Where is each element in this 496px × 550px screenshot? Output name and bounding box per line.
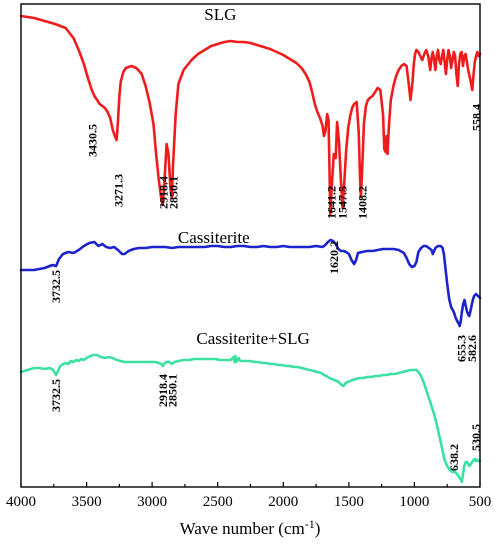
x-axis-title-sup: -1 [305, 517, 315, 531]
plot-frame [20, 3, 481, 488]
x-axis-title-main: Wave number (cm [180, 519, 305, 538]
series-label-slg: SLG [204, 5, 236, 24]
series-label-cassiterite: Cassiterite [178, 228, 250, 247]
series-line-cassiterite-slg [19, 353, 482, 484]
series-line-slg [19, 14, 482, 216]
peak-label-slg: 1408.2 [356, 186, 370, 219]
peak-label-slg: 1547.5 [336, 186, 350, 219]
peak-label-cassiterite: 1620.2 [327, 241, 341, 274]
x-tick-label: 3500 [72, 494, 102, 510]
peak-label-slg: 2918.4 [157, 176, 171, 209]
x-tick-label: 500 [469, 494, 492, 510]
x-tick-label: 1500 [334, 494, 364, 510]
chart-curves [19, 14, 482, 484]
x-axis-title-tail: ) [315, 519, 321, 538]
series-labels: SLG Cassiterite Cassiterite+SLG [178, 5, 310, 348]
peak-label-cassiterite-slg: 2850.1 [166, 374, 180, 407]
peak-label-cassiterite-slg: 2918.4 [156, 374, 170, 407]
peak-label-cassiterite: 655.3 [455, 335, 469, 362]
x-tick-label: 2500 [203, 494, 233, 510]
peak-label-slg: 558.4 [470, 104, 484, 131]
x-tick-label: 3000 [137, 494, 167, 510]
peak-label-cassiterite-slg: 530.5 [469, 424, 483, 451]
peak-label-slg: 3271.3 [112, 174, 126, 207]
x-axis-title: Wave number (cm-1) [180, 517, 321, 538]
peak-label-slg: 3430.5 [86, 124, 100, 157]
series-line-cassiterite [19, 238, 482, 328]
x-tick-label: 1000 [399, 494, 429, 510]
peak-label-slg: 1641.2 [325, 186, 339, 219]
series-label-cassiterite-slg: Cassiterite+SLG [196, 329, 309, 348]
x-axis: 4000 3500 3000 2500 2000 1500 1000 500 [6, 482, 491, 510]
x-tick-label: 4000 [6, 494, 36, 510]
x-tick-label: 2000 [268, 494, 298, 510]
peak-label-slg: 2850.1 [167, 176, 181, 209]
peak-label-cassiterite-slg: 3732.5 [49, 379, 63, 412]
peak-label-cassiterite: 3732.5 [49, 270, 63, 303]
peak-label-cassiterite-slg: 638.2 [447, 444, 461, 471]
peak-label-cassiterite: 582.6 [465, 335, 479, 362]
